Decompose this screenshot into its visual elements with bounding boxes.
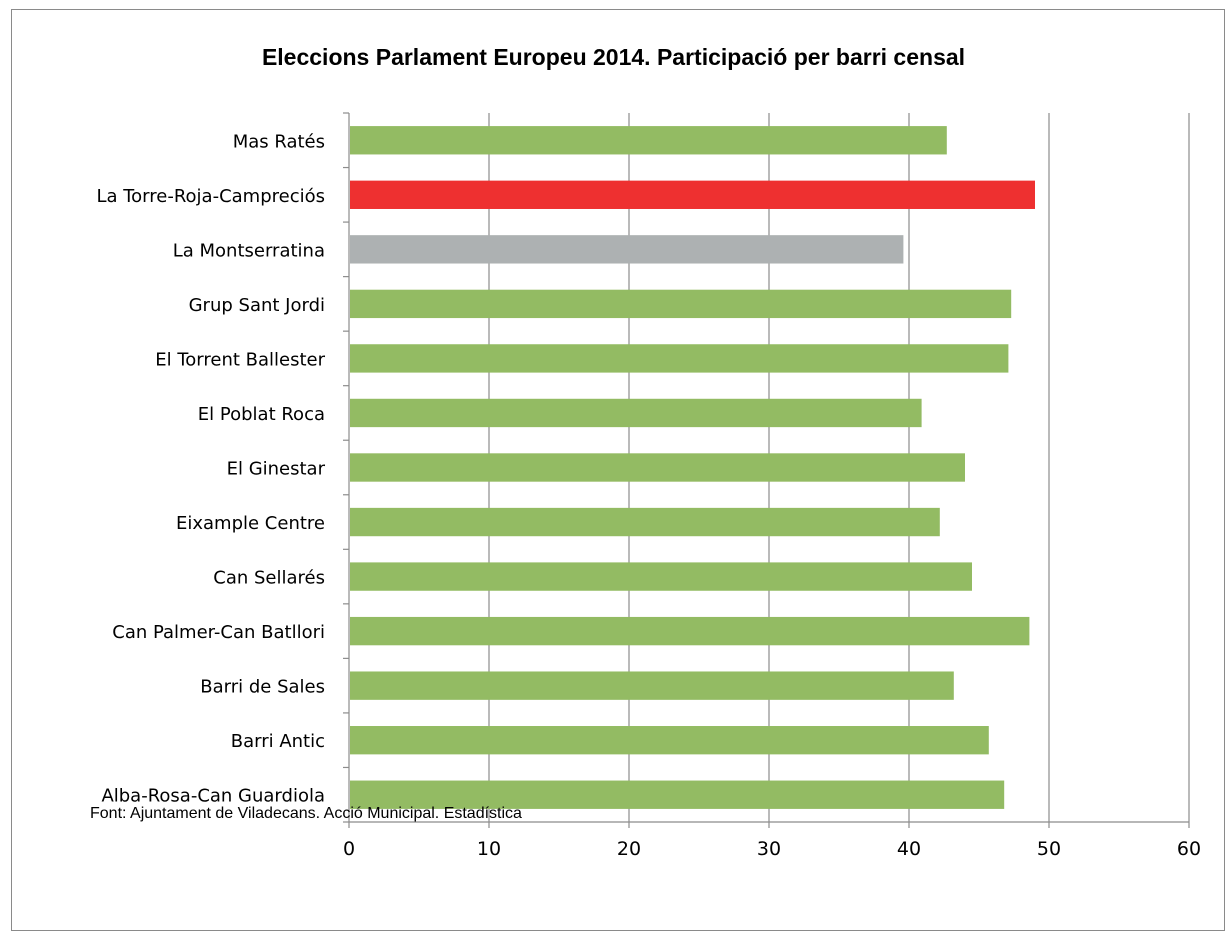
- bar: [350, 235, 904, 264]
- bar: [350, 507, 940, 537]
- x-tick-label: 20: [617, 838, 641, 860]
- bar: [350, 289, 1012, 319]
- category-label: El Poblat Roca: [198, 404, 325, 425]
- category-label: La Montserratina: [173, 240, 325, 261]
- x-tick-label: 60: [1177, 838, 1201, 860]
- bar: [350, 616, 1030, 646]
- bar: [350, 126, 947, 155]
- bar: [350, 562, 972, 591]
- category-label: La Torre-Roja-Campreciós: [96, 186, 325, 207]
- x-tick-label: 40: [897, 838, 921, 860]
- bar: [350, 398, 922, 428]
- category-label: El Torrent Ballester: [155, 349, 325, 370]
- category-label: Barri de Sales: [200, 677, 325, 698]
- category-label: El Ginestar: [227, 459, 326, 480]
- bars: [350, 126, 1035, 809]
- bar: [350, 726, 989, 755]
- bar: [350, 453, 965, 482]
- category-label: Can Palmer-Can Batllori: [112, 622, 325, 643]
- x-tick-label: 0: [343, 838, 355, 860]
- x-tick-label: 10: [477, 838, 501, 860]
- x-tick-label: 30: [757, 838, 781, 860]
- category-label: Alba-Rosa-Can Guardiola: [101, 786, 325, 807]
- category-label: Can Sellarés: [213, 568, 325, 589]
- category-labels: Mas Ratés La Torre-Roja-Campreciós La Mont…: [96, 131, 325, 806]
- bar: [350, 671, 954, 700]
- bar: [350, 180, 1035, 209]
- bar: [350, 780, 1005, 809]
- category-label: Grup Sant Jordi: [189, 295, 325, 316]
- x-tick-label: 50: [1037, 838, 1061, 860]
- category-label: Barri Antic: [231, 731, 325, 752]
- category-label: Eixample Centre: [176, 513, 325, 534]
- category-label: Mas Ratés: [233, 131, 325, 152]
- chart-title: Eleccions Parlament Europeu 2014. Partic…: [261, 44, 966, 70]
- x-tick-labels: 0 10 20 30 40 50 60: [343, 838, 1201, 860]
- bar: [350, 344, 1009, 373]
- axes: [343, 112, 1190, 828]
- source-note: Font: Ajuntament de Viladecans. Acció Mu…: [90, 805, 522, 822]
